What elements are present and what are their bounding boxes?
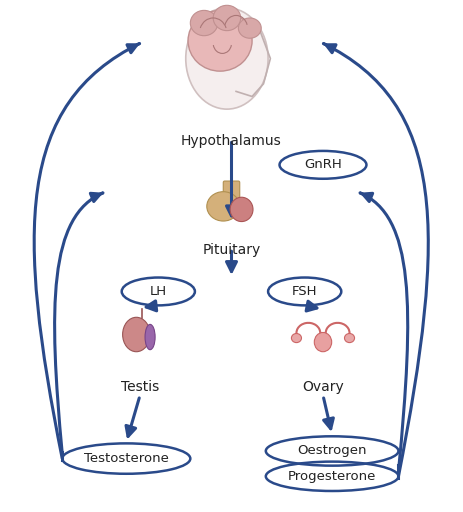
FancyBboxPatch shape [223, 181, 240, 199]
Text: LH: LH [150, 285, 167, 298]
Text: Progesterone: Progesterone [288, 470, 376, 483]
Text: Pituitary: Pituitary [202, 243, 261, 258]
Ellipse shape [230, 197, 253, 222]
Ellipse shape [207, 191, 240, 221]
Ellipse shape [188, 10, 252, 71]
Text: Testosterone: Testosterone [84, 452, 169, 465]
Text: Testis: Testis [121, 380, 159, 394]
Ellipse shape [213, 5, 241, 31]
Ellipse shape [190, 10, 218, 36]
Ellipse shape [344, 333, 355, 343]
Text: FSH: FSH [292, 285, 318, 298]
Ellipse shape [314, 332, 332, 352]
Text: GnRH: GnRH [304, 158, 342, 172]
Ellipse shape [291, 333, 301, 343]
Ellipse shape [186, 8, 268, 109]
Ellipse shape [145, 325, 155, 350]
Text: Hypothalamus: Hypothalamus [181, 135, 282, 148]
Text: Ovary: Ovary [302, 380, 344, 394]
Text: Oestrogen: Oestrogen [297, 444, 367, 458]
Ellipse shape [123, 317, 150, 352]
Ellipse shape [238, 18, 261, 38]
